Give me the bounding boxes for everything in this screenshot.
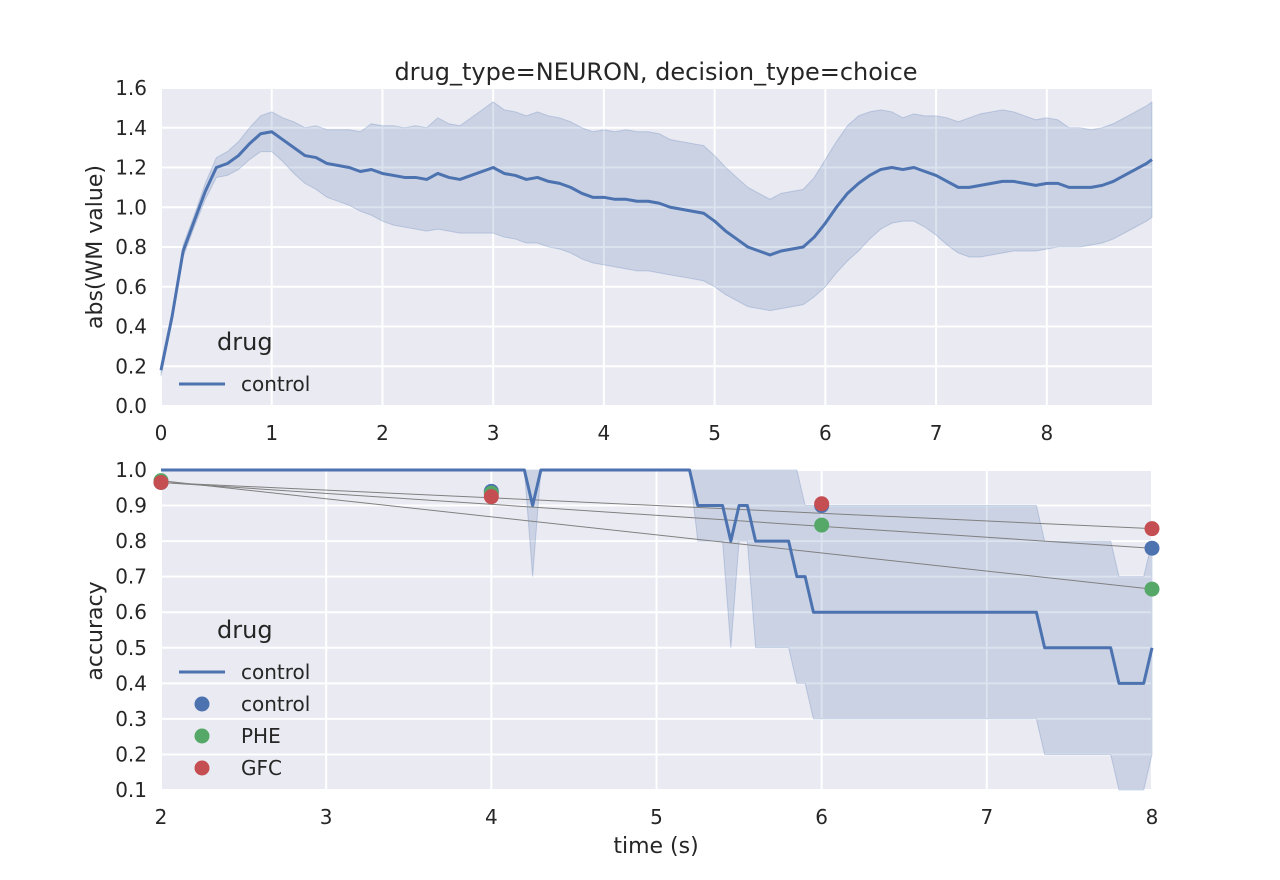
y-tick-label: 0.6 xyxy=(115,600,147,624)
y-tick-label: 0.8 xyxy=(115,235,147,259)
trend-line xyxy=(160,480,1153,590)
y-tick-label: 0.8 xyxy=(115,529,147,553)
y-tick-label: 0.6 xyxy=(115,275,147,299)
y-tick-label: 0.4 xyxy=(115,671,147,695)
legend-marker-swatch xyxy=(194,760,210,776)
x-tick-label: 0 xyxy=(155,421,168,445)
x-tick-label: 5 xyxy=(650,805,663,829)
x-tick-label: 6 xyxy=(815,805,828,829)
bottom-scatter-points xyxy=(153,473,1160,597)
y-tick-label: 0.2 xyxy=(115,354,147,378)
top-series xyxy=(159,130,1153,371)
bottom-x-axis-label: time (s) xyxy=(613,834,698,859)
x-tick-label: 2 xyxy=(155,805,168,829)
legend-title: drug xyxy=(217,328,273,356)
legend-title: drug xyxy=(217,616,273,644)
x-tick-label: 1 xyxy=(265,421,278,445)
top-x-tick-labels: 0 1 2 3 4 5 6 7 8 xyxy=(155,421,1054,445)
legend-label: control xyxy=(241,692,310,716)
series-line-control xyxy=(159,130,1153,371)
top-axes: 0 1 2 3 4 5 6 7 8 0.0 0.2 0.4 0.6 0.8 1.0 1.2 1.4 1.6 ab… xyxy=(83,76,1153,445)
bottom-x-tick-labels: 2 3 4 5 6 7 8 xyxy=(155,805,1159,829)
x-tick-label: 5 xyxy=(708,421,721,445)
y-tick-label: 0.4 xyxy=(115,315,147,339)
scatter-point-gfc xyxy=(1144,521,1160,537)
scatter-point-gfc xyxy=(814,496,830,512)
y-tick-label: 0.9 xyxy=(115,494,147,518)
x-tick-label: 6 xyxy=(819,421,832,445)
y-tick-label: 0.1 xyxy=(115,778,147,802)
legend-label: PHE xyxy=(241,724,281,748)
x-tick-label: 3 xyxy=(320,805,333,829)
legend-marker-swatch xyxy=(194,728,210,744)
top-legend: drug control xyxy=(179,328,310,396)
scatter-point-phe xyxy=(1144,581,1160,597)
x-tick-label: 4 xyxy=(485,805,498,829)
scatter-point-gfc xyxy=(483,489,499,505)
legend-marker-swatch xyxy=(194,696,210,712)
y-tick-label: 1.2 xyxy=(115,156,147,180)
chart-title: drug_type=NEURON, decision_type=choice xyxy=(394,58,917,86)
bottom-y-axis-label: accuracy xyxy=(83,581,108,680)
x-tick-label: 8 xyxy=(1040,421,1053,445)
legend-label: control xyxy=(241,372,310,396)
y-tick-label: 0.5 xyxy=(115,636,147,660)
top-y-tick-labels: 0.0 0.2 0.4 0.6 0.8 1.0 1.2 1.4 1.6 xyxy=(115,76,147,418)
legend-label: GFC xyxy=(241,756,282,780)
scatter-point-gfc xyxy=(153,474,169,490)
series-line-control xyxy=(161,468,1154,685)
y-tick-label: 1.4 xyxy=(115,116,147,140)
top-y-axis-label: abs(WM value) xyxy=(83,165,108,329)
bottom-trend-lines xyxy=(160,480,1153,590)
trend-line xyxy=(160,481,1153,549)
bottom-series xyxy=(161,468,1154,685)
x-tick-label: 8 xyxy=(1146,805,1159,829)
scatter-point-control xyxy=(1144,540,1160,556)
y-tick-label: 0.3 xyxy=(115,707,147,731)
scatter-point-phe xyxy=(814,517,830,533)
x-tick-label: 4 xyxy=(598,421,611,445)
y-tick-label: 1.0 xyxy=(115,458,147,482)
x-tick-label: 3 xyxy=(487,421,500,445)
y-tick-label: 0.7 xyxy=(115,565,147,589)
y-tick-label: 1.6 xyxy=(115,76,147,100)
top-grid xyxy=(160,87,1152,407)
x-tick-label: 2 xyxy=(376,421,389,445)
y-tick-label: 1.0 xyxy=(115,195,147,219)
y-tick-label: 0.0 xyxy=(115,394,147,418)
bottom-legend: drug control control PHE GFC xyxy=(179,616,310,780)
legend-label: control xyxy=(241,660,310,684)
x-tick-label: 7 xyxy=(930,421,943,445)
y-tick-label: 0.2 xyxy=(115,742,147,766)
trend-line xyxy=(160,481,1153,530)
bottom-axes: 2 3 4 5 6 7 8 0.1 0.2 0.3 0.4 0.5 0.6 0.7 0.8 0.9 1.0 t… xyxy=(83,458,1160,859)
x-tick-label: 7 xyxy=(980,805,993,829)
bottom-y-tick-labels: 0.1 0.2 0.3 0.4 0.5 0.6 0.7 0.8 0.9 1.0 xyxy=(115,458,147,802)
